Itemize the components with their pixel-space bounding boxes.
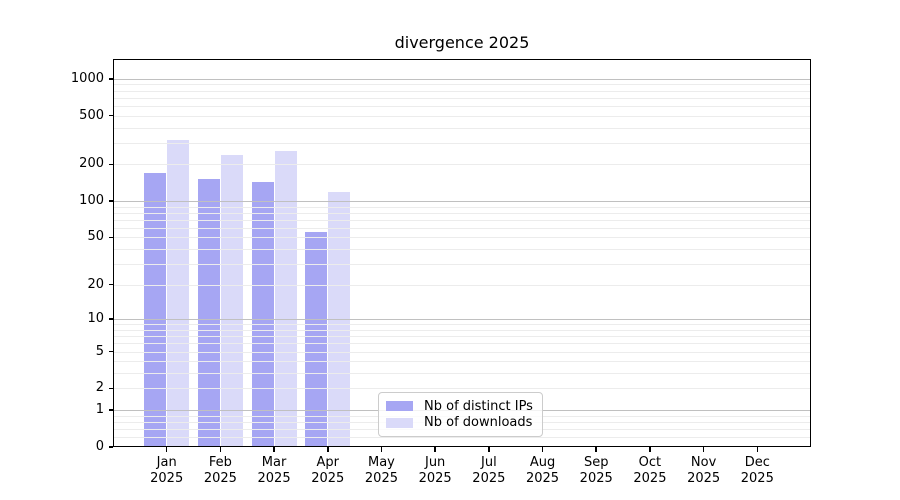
x-tickmark (541, 447, 544, 452)
y-tickmark (108, 236, 113, 239)
minor-gridline (113, 324, 811, 326)
y-tick-label: 10 (87, 311, 104, 327)
x-tickmark (380, 447, 383, 452)
y-tickmark (108, 114, 113, 117)
x-tick-label: Mar 2025 (257, 455, 291, 486)
x-tick-label: Aug 2025 (525, 455, 560, 486)
minor-gridline (113, 329, 811, 331)
x-tick-label: Apr 2025 (311, 455, 345, 486)
y-tick-label: 20 (87, 276, 104, 292)
minor-gridline (113, 336, 811, 338)
minor-gridline (113, 361, 811, 363)
y-tickmark (108, 200, 113, 202)
y-tick-label: 50 (87, 229, 104, 245)
y-tick-label: 5 (95, 343, 104, 359)
y-tickmark (108, 387, 113, 390)
y-tickmark (108, 318, 113, 320)
bar-mar-nb-of-downloads (274, 151, 297, 447)
minor-gridline (113, 388, 811, 390)
x-tick-label: Nov 2025 (687, 455, 721, 486)
minor-gridline (113, 206, 811, 208)
y-tick-label: 2 (95, 380, 104, 396)
minor-gridline (113, 105, 811, 107)
x-tick-label: May 2025 (364, 455, 398, 486)
legend-swatch-icon (386, 417, 413, 428)
bar-jan-nb-of-downloads (167, 139, 190, 447)
legend-swatch-icon (386, 401, 413, 412)
legend-label: Nb of downloads (424, 415, 533, 431)
minor-gridline (113, 263, 811, 265)
minor-gridline (113, 127, 811, 129)
minor-gridline (113, 115, 811, 117)
bar-mar-nb-of-distinct-ips (251, 181, 274, 447)
y-tickmark (108, 163, 113, 166)
minor-gridline (113, 90, 811, 92)
x-tickmark (649, 447, 651, 452)
chart-title: divergence 2025 (394, 33, 530, 52)
bar-jan-nb-of-distinct-ips (144, 172, 167, 447)
x-tick-label: Jan 2025 (150, 455, 184, 486)
x-tick-label: Jul 2025 (472, 455, 506, 486)
minor-gridline (113, 437, 811, 439)
minor-gridline (113, 237, 811, 239)
legend-label: Nb of distinct IPs (424, 398, 533, 414)
legend-item: Nb of distinct IPs (386, 399, 534, 414)
y-tick-label: 1000 (70, 70, 104, 86)
y-tick-label: 500 (79, 107, 104, 123)
bar-feb-nb-of-distinct-ips (197, 178, 220, 447)
y-tickmark (108, 78, 113, 80)
x-tickmark (488, 447, 490, 452)
minor-gridline (113, 212, 811, 214)
y-tickmark (108, 446, 113, 448)
major-gridline (113, 319, 811, 321)
x-tickmark (273, 447, 275, 452)
y-tickmark (108, 350, 113, 353)
y-tick-label: 1 (95, 402, 104, 418)
x-tickmark (702, 447, 705, 452)
minor-gridline (113, 351, 811, 353)
x-tickmark (219, 447, 222, 452)
x-tickmark (327, 447, 329, 452)
legend: Nb of distinct IPs Nb of downloads (378, 392, 543, 437)
minor-gridline (113, 84, 811, 86)
y-tickmark (108, 283, 113, 286)
minor-gridline (113, 142, 811, 144)
minor-gridline (113, 249, 811, 251)
minor-gridline (113, 164, 811, 166)
x-tick-label: Oct 2025 (633, 455, 667, 486)
minor-gridline (113, 97, 811, 99)
x-tick-label: Dec 2025 (740, 455, 774, 486)
minor-gridline (113, 227, 811, 229)
legend-item: Nb of downloads (386, 415, 534, 430)
minor-gridline (113, 343, 811, 345)
y-tickmark (108, 409, 113, 411)
y-tick-label: 200 (79, 156, 104, 172)
x-tickmark (434, 447, 436, 452)
x-tick-label: Jun 2025 (418, 455, 452, 486)
y-tick-label: 0 (95, 439, 104, 454)
minor-gridline (113, 284, 811, 286)
major-gridline (113, 78, 811, 80)
x-tick-label: Sep 2025 (579, 455, 613, 486)
minor-gridline (113, 219, 811, 221)
y-tick-label: 100 (79, 193, 104, 209)
major-gridline (113, 201, 811, 203)
x-tickmark (756, 447, 759, 452)
x-tickmark (595, 447, 597, 452)
x-tickmark (165, 447, 168, 452)
minor-gridline (113, 373, 811, 375)
x-tick-label: Feb 2025 (203, 455, 237, 486)
plot-area-frame (113, 59, 811, 447)
